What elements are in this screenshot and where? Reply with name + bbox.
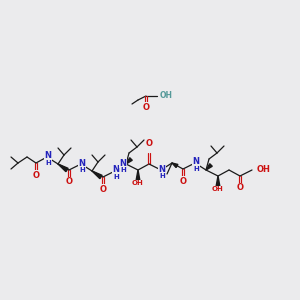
Text: N: N — [158, 164, 166, 173]
Text: O: O — [236, 184, 244, 193]
Text: H: H — [45, 160, 51, 166]
Text: OH: OH — [160, 92, 173, 100]
Text: O: O — [100, 184, 106, 194]
Text: N: N — [112, 166, 119, 175]
Polygon shape — [126, 158, 132, 164]
Polygon shape — [136, 170, 140, 181]
Polygon shape — [58, 164, 68, 172]
Text: H: H — [193, 166, 199, 172]
Text: N: N — [193, 158, 200, 166]
Polygon shape — [206, 164, 212, 170]
Text: OH: OH — [132, 180, 144, 186]
Text: O: O — [32, 170, 40, 179]
Text: O: O — [142, 103, 149, 112]
Text: N: N — [119, 158, 127, 167]
Text: H: H — [79, 167, 85, 173]
Text: H: H — [159, 173, 165, 179]
Text: H: H — [120, 167, 126, 173]
Text: O: O — [179, 176, 187, 185]
Text: H: H — [113, 174, 119, 180]
Text: O: O — [146, 140, 152, 148]
Text: N: N — [44, 152, 52, 160]
Polygon shape — [172, 163, 178, 167]
Text: N: N — [79, 158, 86, 167]
Polygon shape — [92, 171, 102, 179]
Text: OH: OH — [257, 166, 271, 175]
Text: OH: OH — [212, 186, 224, 192]
Polygon shape — [216, 176, 220, 187]
Text: O: O — [65, 178, 73, 187]
